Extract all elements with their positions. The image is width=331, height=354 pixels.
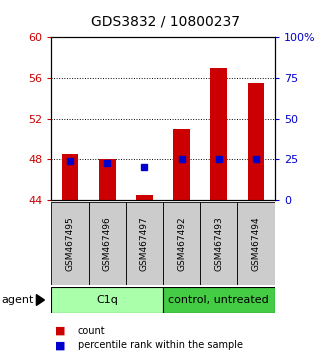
Bar <box>173 129 190 200</box>
Text: ■: ■ <box>55 326 65 336</box>
Bar <box>88 202 126 285</box>
Bar <box>200 202 237 285</box>
Polygon shape <box>36 295 44 306</box>
Text: control, untreated: control, untreated <box>168 295 269 305</box>
Text: ■: ■ <box>55 340 65 350</box>
Bar <box>163 202 200 285</box>
Text: GSM467497: GSM467497 <box>140 216 149 271</box>
Text: count: count <box>78 326 105 336</box>
Bar <box>51 287 163 313</box>
Text: GDS3832 / 10800237: GDS3832 / 10800237 <box>91 14 240 28</box>
Text: GSM467492: GSM467492 <box>177 216 186 271</box>
Bar <box>211 68 227 200</box>
Text: percentile rank within the sample: percentile rank within the sample <box>78 340 243 350</box>
Bar <box>126 202 163 285</box>
Bar <box>136 195 153 200</box>
Bar <box>163 287 275 313</box>
Text: GSM467493: GSM467493 <box>214 216 223 271</box>
Text: agent: agent <box>2 295 34 305</box>
Bar <box>248 83 264 200</box>
Text: GSM467496: GSM467496 <box>103 216 112 271</box>
Bar <box>99 159 116 200</box>
Text: C1q: C1q <box>96 295 118 305</box>
Text: GSM467494: GSM467494 <box>252 216 260 271</box>
Bar <box>237 202 275 285</box>
Bar <box>62 154 78 200</box>
Bar <box>51 202 88 285</box>
Text: GSM467495: GSM467495 <box>66 216 74 271</box>
